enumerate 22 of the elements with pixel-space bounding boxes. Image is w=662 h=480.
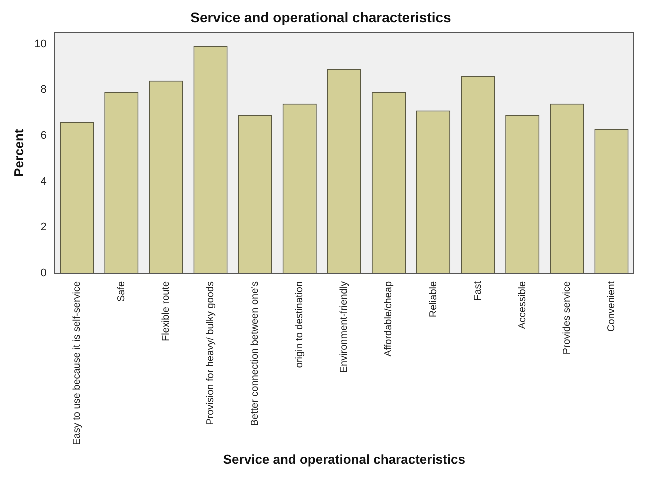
x-tick-label: Safe [116, 281, 128, 302]
x-axis-title: Service and operational characteristics [223, 452, 466, 467]
x-tick-label: Reliable [428, 281, 440, 318]
x-tick-label: Accessible [517, 281, 528, 330]
y-tick-label: 2 [40, 222, 47, 234]
x-tick-label: Easy to use because it is self-service [72, 281, 83, 446]
y-axis-title: Percent [11, 128, 26, 177]
x-tick-label: Convenient [606, 281, 618, 332]
x-tick-label: Provision for heavy/ bulky goods [206, 281, 217, 426]
chart-title: Service and operational characteristics [190, 9, 452, 26]
y-tick-label: 4 [40, 176, 47, 188]
x-tick-label: Affordable/cheap [384, 281, 395, 357]
y-tick-label: 0 [40, 267, 47, 280]
x-tick-label: Provides service [562, 281, 573, 355]
x-tick-label: Better connection between one's [250, 281, 262, 426]
y-tick-label: 10 [34, 38, 47, 50]
x-tick-label: Flexible route [160, 281, 172, 342]
y-tick-label: 6 [40, 130, 47, 142]
x-tick-label: origin to destination [294, 281, 306, 368]
y-tick-label: 8 [40, 84, 47, 96]
x-tick-label: Environment-friendly [339, 281, 350, 374]
x-tick-label: Fast [472, 281, 484, 301]
